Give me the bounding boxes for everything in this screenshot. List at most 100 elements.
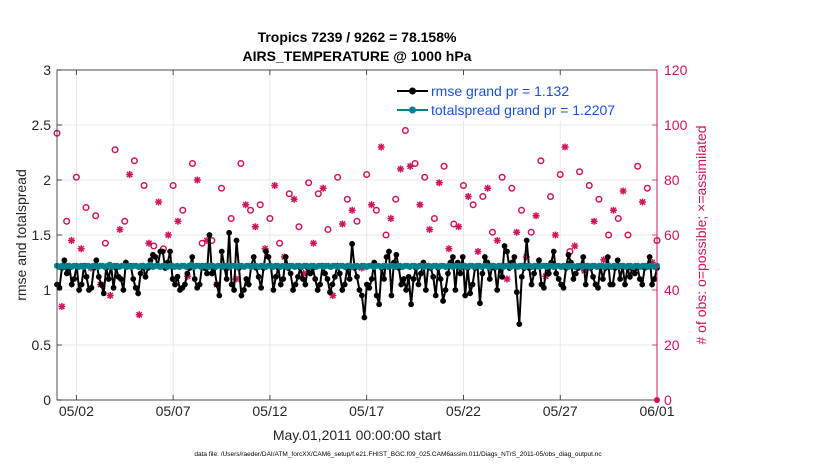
- rmse-point: [240, 287, 247, 293]
- obs-assimilated-marker: [251, 223, 259, 231]
- obs-possible-marker: [334, 173, 342, 181]
- y-tick-label-left: 0.5: [32, 337, 52, 353]
- y-tick-label-right: 40: [664, 282, 680, 298]
- rmse-point: [174, 273, 181, 280]
- rmse-point: [93, 257, 100, 264]
- asterisk-stroke: [136, 311, 143, 318]
- obs-possible-marker: [624, 231, 632, 239]
- rmse-point: [405, 273, 412, 280]
- rmse-point: [181, 281, 188, 288]
- obs-assimilated-marker: [309, 239, 317, 247]
- rmse-point: [393, 251, 400, 258]
- rmse-point: [531, 270, 537, 277]
- rmse-point: [218, 248, 225, 255]
- asterisk-stroke: [155, 198, 162, 206]
- rmse-point: [398, 281, 405, 288]
- obs-assimilated-marker: [638, 198, 646, 206]
- obs-possible-marker: [363, 170, 371, 179]
- rmse-point: [536, 257, 542, 264]
- y-tick-label-left: 0: [43, 392, 51, 408]
- obs-assimilated-marker: [406, 162, 414, 170]
- rmse-point: [631, 270, 638, 277]
- rmse-point: [231, 287, 237, 293]
- obs-possible-marker: [169, 181, 177, 190]
- obs-assimilated-marker: [513, 228, 521, 236]
- asterisk-stroke: [165, 231, 172, 239]
- rmse-point: [383, 254, 390, 260]
- obs-assimilated-marker: [619, 187, 627, 195]
- obs-assimilated-marker: [58, 303, 66, 310]
- rmse-point: [277, 281, 284, 288]
- rmse-point: [403, 287, 410, 293]
- rmse-point: [622, 281, 628, 288]
- rmse-point: [159, 248, 166, 255]
- rmse-point: [501, 243, 508, 249]
- obs-assimilated-marker: [445, 245, 453, 253]
- obs-assimilated-marker: [290, 195, 298, 203]
- y-tick-label-right: 100: [664, 117, 688, 133]
- rmse-point: [504, 248, 510, 255]
- obs-possible-marker: [614, 214, 622, 223]
- rmse-point: [282, 254, 289, 260]
- asterisk-stroke: [387, 215, 395, 222]
- rmse-point: [61, 257, 68, 264]
- asterisk-stroke: [590, 218, 598, 225]
- asterisk-stroke: [126, 171, 133, 178]
- rmse-point: [386, 248, 392, 255]
- obs-possible-marker: [605, 231, 613, 239]
- rmse-point: [452, 287, 459, 293]
- rmse-point: [287, 270, 294, 277]
- chart-title: Tropics 7239 / 9262 = 78.158%: [258, 29, 457, 45]
- asterisk-stroke: [78, 245, 85, 252]
- obs-assimilated-marker: [561, 143, 569, 151]
- asterisk-stroke: [610, 207, 617, 214]
- rmse-point: [469, 281, 476, 288]
- obs-assimilated-marker: [116, 226, 124, 233]
- rmse-point: [373, 292, 380, 299]
- rmse-point: [135, 290, 142, 297]
- rmse-point: [627, 273, 633, 280]
- obs-assimilated-marker: [155, 198, 163, 206]
- rmse-point: [346, 276, 353, 282]
- rmse-point: [356, 287, 363, 293]
- y-tick-label-right: 80: [664, 172, 680, 188]
- asterisk-stroke: [639, 198, 646, 206]
- obs-possible-marker: [101, 239, 109, 247]
- rmse-point: [250, 254, 257, 260]
- rmse-point: [71, 276, 78, 282]
- rmse-point: [442, 287, 449, 293]
- rmse-point: [56, 284, 63, 291]
- asterisk-stroke: [58, 303, 65, 310]
- rmse-point: [518, 273, 525, 280]
- rmse-point: [226, 229, 233, 236]
- rmse-point: [280, 276, 287, 282]
- asterisk-stroke: [513, 229, 520, 236]
- rmse-point: [408, 301, 414, 308]
- obs-assimilated-marker: [416, 201, 424, 209]
- x-tick-label: 06/01: [639, 403, 674, 419]
- y-tick-label-right: 120: [664, 62, 688, 78]
- rmse-point: [582, 281, 589, 288]
- obs-possible-marker: [237, 159, 245, 168]
- rmse-point: [238, 292, 245, 299]
- obs-possible-marker: [63, 217, 71, 225]
- x-tick-label: 05/02: [59, 403, 94, 419]
- y-axis-label-right: # of obs: o=possible; ×=assimilated: [693, 125, 709, 344]
- rmse-point: [142, 273, 149, 280]
- rmse-point: [300, 276, 306, 282]
- asterisk-stroke: [271, 182, 278, 189]
- obs-possible-marker: [401, 126, 409, 135]
- obs-possible-marker: [188, 159, 197, 168]
- rmse-point: [258, 284, 264, 291]
- x-tick-label: 05/27: [543, 403, 578, 419]
- asterisk-stroke: [339, 220, 346, 228]
- rmse-point: [216, 292, 223, 299]
- asterisk-stroke: [416, 201, 424, 208]
- rmse-point: [545, 270, 552, 277]
- rmse-point: [189, 254, 196, 260]
- y-tick-label-right: 0: [664, 392, 672, 408]
- rmse-point: [327, 289, 333, 296]
- rmse-point: [359, 292, 365, 299]
- rmse-point: [206, 232, 213, 238]
- asterisk-stroke: [436, 179, 443, 186]
